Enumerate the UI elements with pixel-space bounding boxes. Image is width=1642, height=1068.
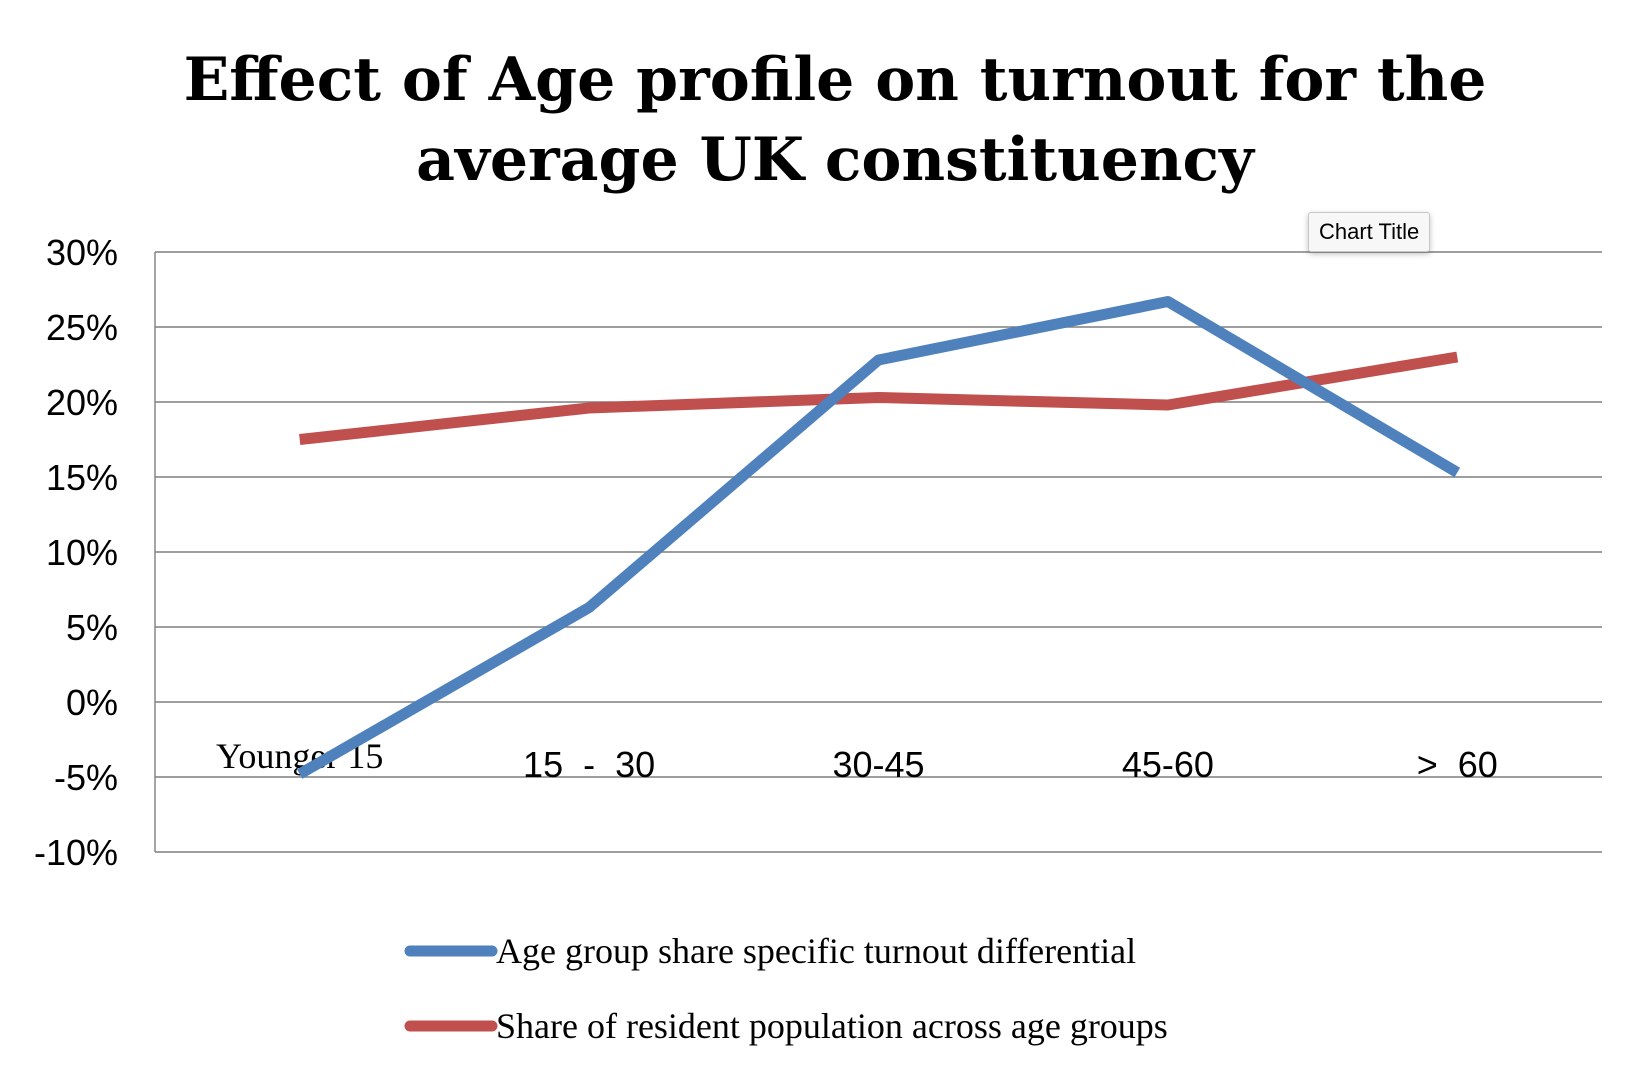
legend: Age group share specific turnout differe… [404, 931, 1168, 1046]
gridlines [154, 251, 1602, 853]
y-tick-label: 20% [46, 382, 118, 423]
y-tick-label: 10% [46, 532, 118, 573]
x-tick-label: > 60 [1417, 744, 1498, 785]
series-line [299, 351, 1459, 445]
y-tick-label: -5% [54, 757, 118, 798]
x-axis-labels: Younger 15 15 - 30 30-45 45-60 > 60 [216, 736, 1498, 785]
series-line [296, 296, 1461, 779]
chart-title: Effect of Age profile on turnout for the… [184, 45, 1487, 195]
x-tick-label: 45-60 [1122, 744, 1214, 785]
x-tick-label: 15 - 30 [523, 744, 655, 785]
y-tick-label: -10% [34, 832, 118, 873]
y-tick-label: 25% [46, 307, 118, 348]
x-tick-label: 30-45 [832, 744, 924, 785]
y-tick-label: 15% [46, 457, 118, 498]
y-tick-label: 30% [46, 232, 118, 273]
legend-label: Age group share specific turnout differe… [496, 931, 1136, 971]
series-lines [296, 296, 1461, 779]
chart-title-line-1: Effect of Age profile on turnout for the [184, 45, 1487, 115]
chart-title-tooltip: Chart Title [1308, 212, 1431, 252]
y-tick-label: 5% [66, 607, 118, 648]
y-axis-labels: 30% 25% 20% 15% 10% 5% 0% -5% -10% [34, 232, 118, 873]
legend-label: Share of resident population across age … [496, 1006, 1168, 1046]
chart-title-line-2: average UK constituency [416, 125, 1256, 195]
y-tick-label: 0% [66, 682, 118, 723]
